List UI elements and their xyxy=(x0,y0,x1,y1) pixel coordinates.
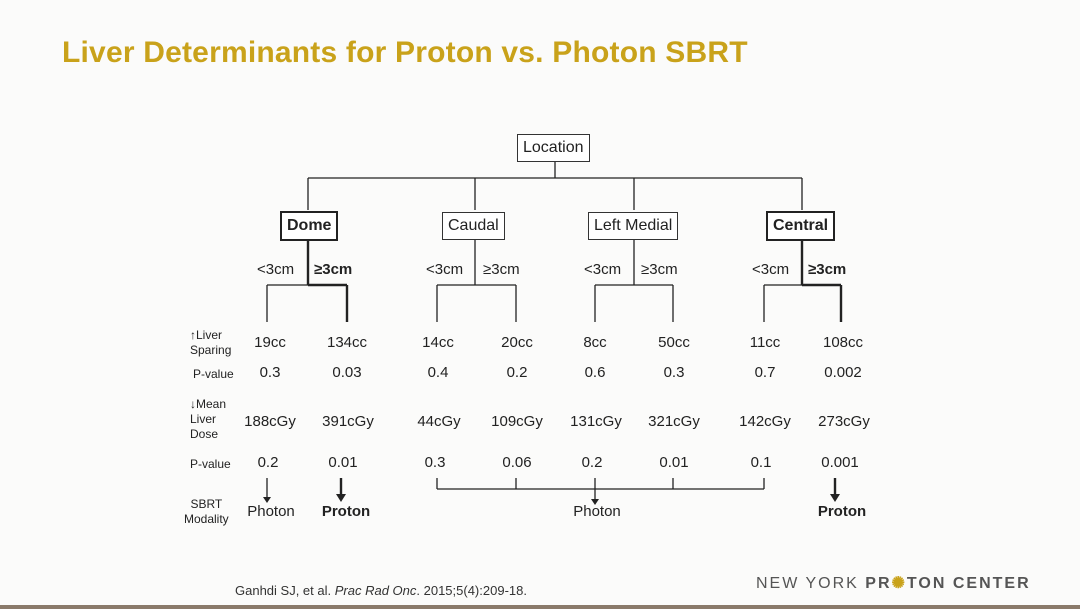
size-label: ≥3cm xyxy=(314,261,353,278)
row-header-pvalue: P-value xyxy=(193,367,234,381)
size-label: ≥3cm xyxy=(641,261,678,278)
mean-liver-dose-value: 188cGy xyxy=(244,413,296,430)
pvalue-dose: 0.01 xyxy=(328,454,358,471)
size-label: <3cm xyxy=(584,261,622,278)
pvalue-sparing: 0.3 xyxy=(259,364,281,381)
size-label: <3cm xyxy=(752,261,790,278)
citation: Ganhdi SJ, et al. Prac Rad Onc. 2015;5(4… xyxy=(235,583,527,598)
nypc-logo: NEW YORK PR✺TON CENTER xyxy=(756,575,1031,592)
size-label: <3cm xyxy=(426,261,464,278)
liver-sparing-value: 134cc xyxy=(326,334,368,351)
location-caudal-box: Caudal xyxy=(442,212,505,240)
location-central-box: Central xyxy=(766,211,836,241)
mean-liver-dose-value: 142cGy xyxy=(739,413,791,430)
pvalue-dose: 0.01 xyxy=(659,454,689,471)
mean-liver-dose-value: 391cGy xyxy=(322,413,374,430)
liver-sparing-value: 108cc xyxy=(822,334,864,351)
row-header-liver-sparing: ↑Liver Sparing xyxy=(190,328,232,357)
location-dome-box: Dome xyxy=(280,211,339,241)
liver-sparing-value: 8cc xyxy=(583,334,607,351)
pvalue-dose: 0.2 xyxy=(257,454,279,471)
pvalue-sparing: 0.2 xyxy=(506,364,528,381)
size-label: ≥3cm xyxy=(808,261,847,278)
liver-sparing-value: 14cc xyxy=(422,334,454,351)
pvalue-dose: 0.1 xyxy=(750,454,772,471)
pvalue-dose: 0.2 xyxy=(581,454,603,471)
pvalue-sparing: 0.002 xyxy=(824,364,862,381)
mean-liver-dose-value: 131cGy xyxy=(570,413,622,430)
mean-liver-dose-value: 273cGy xyxy=(818,413,870,430)
proton-star-icon: ✺ xyxy=(891,575,907,592)
row-header-mean-liver-dose: ↓Mean Liver Dose xyxy=(190,397,227,441)
size-label: ≥3cm xyxy=(483,261,520,278)
row-header-sbrt-modality: SBRT Modality xyxy=(184,497,229,526)
modality-central-large: Proton xyxy=(817,503,867,520)
location-root-box: Location xyxy=(517,134,590,162)
slide-title: Liver Determinants for Proton vs. Photon… xyxy=(62,36,748,69)
pvalue-dose: 0.001 xyxy=(821,454,859,471)
mean-liver-dose-value: 109cGy xyxy=(491,413,543,430)
modality-dome-large: Proton xyxy=(321,503,371,520)
pvalue-sparing: 0.7 xyxy=(754,364,776,381)
liver-sparing-value: 50cc xyxy=(658,334,690,351)
size-label: <3cm xyxy=(257,261,295,278)
row-header-pvalue: P-value xyxy=(190,457,231,471)
liver-sparing-value: 19cc xyxy=(254,334,286,351)
modality-grouped: Photon xyxy=(573,503,621,520)
pvalue-sparing: 0.4 xyxy=(427,364,449,381)
pvalue-sparing: 0.03 xyxy=(332,364,362,381)
mean-liver-dose-value: 44cGy xyxy=(417,413,461,430)
liver-sparing-value: 11cc xyxy=(749,334,781,351)
location-left-medial-box: Left Medial xyxy=(588,212,679,240)
pvalue-dose: 0.3 xyxy=(424,454,446,471)
pvalue-dose: 0.06 xyxy=(502,454,532,471)
slide-bottom-border xyxy=(0,605,1080,609)
pvalue-sparing: 0.6 xyxy=(584,364,606,381)
liver-sparing-value: 20cc xyxy=(501,334,533,351)
mean-liver-dose-value: 321cGy xyxy=(648,413,700,430)
pvalue-sparing: 0.3 xyxy=(663,364,685,381)
modality-dome-small: Photon xyxy=(247,503,295,520)
